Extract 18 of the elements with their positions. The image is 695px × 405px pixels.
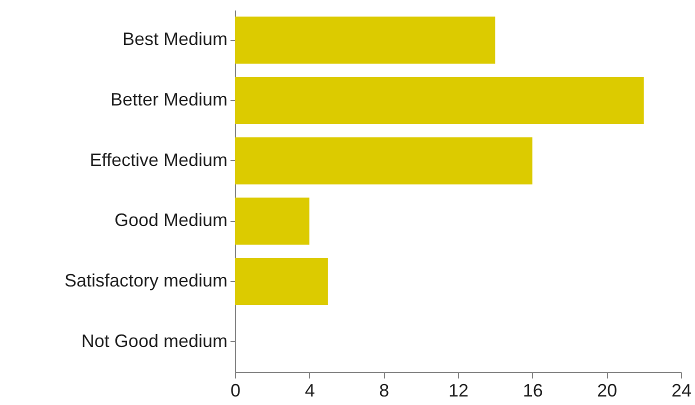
bar — [235, 198, 310, 245]
x-tick-label: 8 — [379, 380, 390, 400]
x-tick-label: 24 — [671, 380, 692, 400]
x-tick-label: 12 — [448, 380, 469, 400]
x-tick-label: 16 — [522, 380, 543, 400]
y-tick-label: Satisfactory medium — [64, 270, 228, 290]
bar — [235, 76, 644, 124]
x-tick-label: 4 — [304, 380, 315, 400]
y-tick-label: Effective Medium — [90, 150, 228, 170]
y-tick-label: Not Good medium — [81, 330, 228, 351]
y-tick-label: Best Medium — [122, 29, 228, 50]
y-tick-label: Good Medium — [114, 210, 228, 230]
x-tick-label: 20 — [597, 380, 618, 400]
bar — [235, 137, 532, 184]
bar — [235, 258, 328, 306]
x-tick-label: 0 — [230, 380, 241, 400]
bar — [235, 16, 496, 64]
y-tick-label: Better Medium — [110, 90, 228, 110]
